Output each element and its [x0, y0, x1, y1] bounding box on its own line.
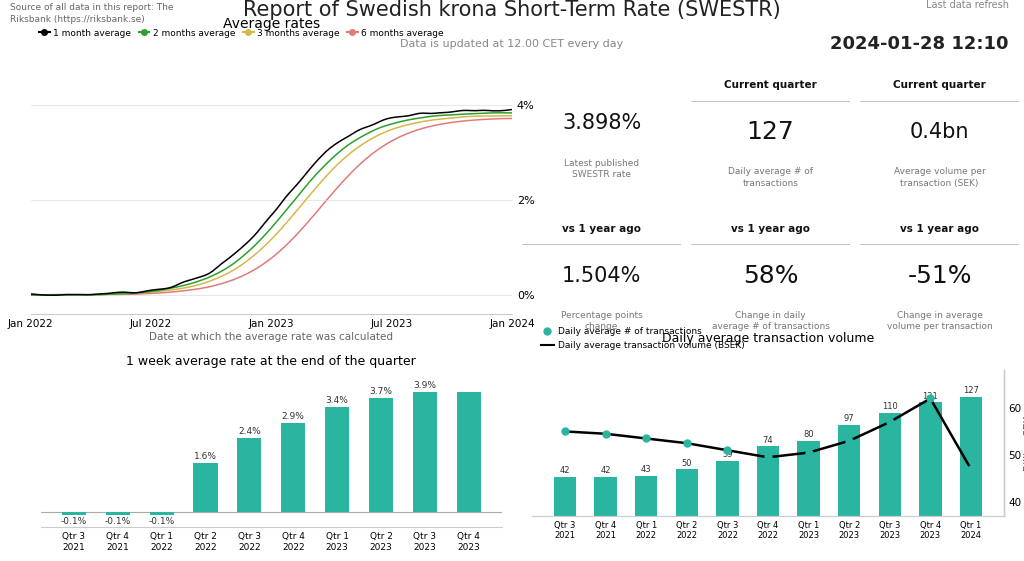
Text: vs 1 year ago: vs 1 year ago — [562, 224, 641, 234]
Bar — [959, 397, 982, 516]
Title: Average rates: Average rates — [223, 17, 319, 31]
Text: -0.1%: -0.1% — [104, 517, 131, 526]
Bar — [676, 469, 698, 516]
Legend: Daily average # of transactions, Daily average transaction volume (BSEK): Daily average # of transactions, Daily a… — [537, 324, 749, 353]
Text: 110: 110 — [882, 402, 898, 411]
Text: vs 1 year ago: vs 1 year ago — [731, 224, 810, 234]
Text: 1.6%: 1.6% — [195, 452, 217, 461]
Text: 97: 97 — [844, 415, 854, 424]
Text: 121: 121 — [923, 392, 938, 401]
Text: 2.4%: 2.4% — [238, 427, 261, 436]
Text: 3.9%: 3.9% — [414, 381, 436, 390]
Bar — [838, 425, 860, 516]
Text: Average volume per
transaction (SEK): Average volume per transaction (SEK) — [894, 167, 985, 187]
Title: 1 week average rate at the end of the quarter: 1 week average rate at the end of the qu… — [127, 355, 416, 367]
Bar — [194, 463, 218, 512]
Text: Change in daily
average # of transactions: Change in daily average # of transaction… — [712, 311, 829, 331]
Text: Data is updated at 12.00 CET every day: Data is updated at 12.00 CET every day — [400, 39, 624, 49]
Text: 2024-01-28 12:10: 2024-01-28 12:10 — [830, 35, 1009, 53]
Bar — [105, 512, 130, 515]
Bar — [369, 398, 393, 512]
Text: 3.7%: 3.7% — [370, 387, 392, 396]
Text: 80: 80 — [803, 430, 814, 439]
Bar — [635, 476, 657, 516]
Text: 42: 42 — [560, 466, 570, 475]
Text: Report of Swedish krona Short-Term Rate (SWESTR): Report of Swedish krona Short-Term Rate … — [243, 0, 781, 20]
Text: 3.898%: 3.898% — [562, 113, 641, 133]
Text: 1.504%: 1.504% — [562, 266, 641, 286]
Text: 127: 127 — [746, 120, 795, 144]
Legend: 1 month average, 2 months average, 3 months average, 6 months average: 1 month average, 2 months average, 3 mon… — [35, 25, 447, 41]
Text: 50: 50 — [682, 459, 692, 468]
Text: 127: 127 — [963, 386, 979, 395]
X-axis label: Date at which the average rate was calculated: Date at which the average rate was calcu… — [150, 332, 393, 342]
Bar — [282, 422, 305, 512]
Text: 74: 74 — [763, 436, 773, 445]
Text: Current quarter: Current quarter — [724, 80, 817, 90]
Text: 0.4bn: 0.4bn — [909, 122, 970, 142]
Bar — [879, 412, 901, 516]
Bar — [457, 392, 481, 512]
Text: Percentage points
change: Percentage points change — [561, 311, 642, 331]
Text: 43: 43 — [641, 465, 651, 474]
Text: Latest published
SWESTR rate: Latest published SWESTR rate — [564, 159, 639, 180]
Text: 3.4%: 3.4% — [326, 397, 348, 406]
Bar — [757, 447, 779, 516]
Text: Change in average
volume per transaction: Change in average volume per transaction — [887, 311, 992, 331]
Text: Current quarter: Current quarter — [893, 80, 986, 90]
Text: 59: 59 — [722, 450, 732, 459]
Text: Source of all data in this report: The
Riksbank (https://riksbank.se): Source of all data in this report: The R… — [10, 3, 174, 24]
Bar — [554, 477, 577, 516]
Bar — [413, 392, 437, 512]
Text: vs 1 year ago: vs 1 year ago — [900, 224, 979, 234]
Bar — [325, 407, 349, 512]
Bar — [150, 512, 174, 515]
Text: Last data refresh: Last data refresh — [926, 0, 1009, 10]
Text: -0.1%: -0.1% — [60, 517, 87, 526]
Bar — [716, 461, 738, 516]
Text: 42: 42 — [600, 466, 611, 475]
Bar — [61, 512, 86, 515]
Text: 2.9%: 2.9% — [282, 412, 305, 421]
Bar — [920, 402, 941, 516]
Text: Daily average # of
transactions: Daily average # of transactions — [728, 167, 813, 187]
Text: -0.1%: -0.1% — [148, 517, 175, 526]
Title: Daily average transaction volume: Daily average transaction volume — [662, 333, 874, 346]
Bar — [238, 438, 261, 512]
Text: 58%: 58% — [742, 264, 799, 288]
Bar — [798, 441, 820, 516]
Bar — [595, 477, 616, 516]
Text: -51%: -51% — [907, 264, 972, 288]
